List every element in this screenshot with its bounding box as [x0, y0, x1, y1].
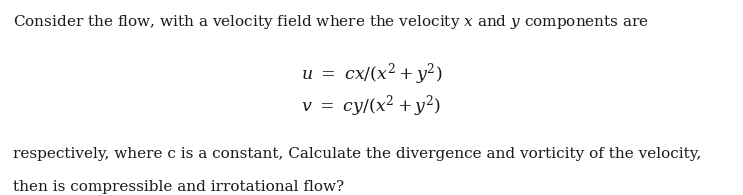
- Text: Consider the flow, with a velocity field where the velocity $x$ and $y$ componen: Consider the flow, with a velocity field…: [13, 13, 649, 31]
- Text: $v \ = \ cy/(x^2 + y^2)$: $v \ = \ cy/(x^2 + y^2)$: [302, 93, 441, 119]
- Text: then is compressible and irrotational flow?: then is compressible and irrotational fl…: [13, 180, 345, 194]
- Text: respectively, where c is a constant, Calculate the divergence and vorticity of t: respectively, where c is a constant, Cal…: [13, 147, 701, 161]
- Text: $u \ = \ cx/(x^2 + y^2)$: $u \ = \ cx/(x^2 + y^2)$: [301, 61, 442, 87]
